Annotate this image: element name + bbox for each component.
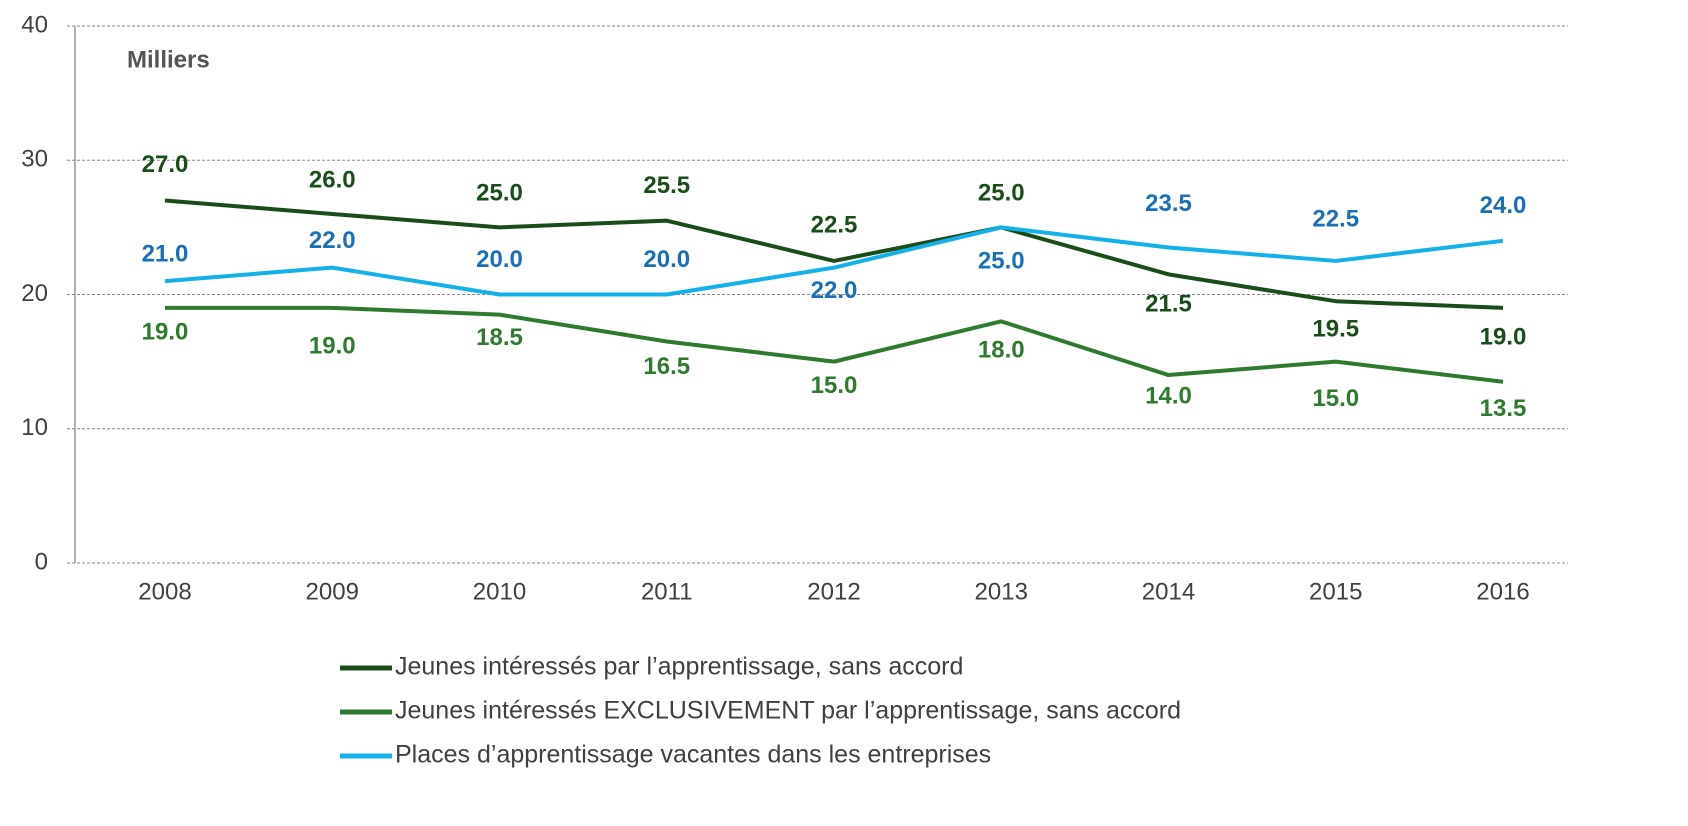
data-label: 26.0 bbox=[309, 166, 356, 193]
data-label: 15.0 bbox=[811, 372, 858, 399]
data-label: 20.0 bbox=[476, 246, 523, 273]
series-line bbox=[165, 305, 1504, 384]
data-label: 16.5 bbox=[643, 353, 690, 380]
y-tick-label: 40 bbox=[21, 11, 48, 38]
y-tick-label: 10 bbox=[21, 414, 48, 441]
data-label: 25.0 bbox=[476, 180, 523, 207]
series-line bbox=[164, 225, 1504, 297]
x-tick-label: 2015 bbox=[1309, 578, 1362, 605]
data-label: 22.5 bbox=[811, 211, 858, 238]
data-label: 18.0 bbox=[978, 337, 1025, 364]
data-label: 22.0 bbox=[811, 277, 858, 304]
legend-label: Jeunes intéressés EXCLUSIVEMENT par l’ap… bbox=[395, 697, 1181, 725]
data-label: 21.5 bbox=[1145, 291, 1192, 318]
data-label: 14.0 bbox=[1145, 382, 1192, 409]
data-label: 15.0 bbox=[1312, 385, 1359, 412]
y-tick-label: 20 bbox=[21, 280, 48, 307]
data-label: 25.0 bbox=[978, 180, 1025, 207]
series-line bbox=[164, 198, 1504, 310]
data-label: 21.0 bbox=[142, 240, 189, 267]
data-label: 25.5 bbox=[643, 172, 690, 199]
data-label: 19.5 bbox=[1312, 316, 1359, 343]
x-tick-label: 2009 bbox=[306, 578, 359, 605]
legend-label: Jeunes intéressés par l’apprentissage, s… bbox=[395, 653, 963, 681]
legend-label: Places d’apprentissage vacantes dans les… bbox=[395, 741, 991, 769]
data-label: 19.0 bbox=[142, 318, 189, 345]
x-tick-label: 2013 bbox=[975, 578, 1028, 605]
data-label: 25.0 bbox=[978, 248, 1025, 275]
data-label: 20.0 bbox=[643, 246, 690, 273]
x-tick-label: 2014 bbox=[1142, 578, 1195, 605]
data-label: 19.0 bbox=[1480, 323, 1527, 350]
data-label: 24.0 bbox=[1480, 192, 1527, 219]
data-label: 22.5 bbox=[1312, 205, 1359, 232]
annotation: Milliers bbox=[127, 46, 210, 73]
x-tick-label: 2012 bbox=[807, 578, 860, 605]
y-tick-label: 30 bbox=[21, 146, 48, 173]
data-label: 18.5 bbox=[476, 324, 523, 351]
data-label: 13.5 bbox=[1480, 395, 1527, 422]
x-tick-label: 2011 bbox=[641, 578, 693, 605]
x-tick-label: 2008 bbox=[138, 578, 191, 605]
data-label: 23.5 bbox=[1145, 190, 1192, 217]
data-label: 27.0 bbox=[142, 151, 189, 178]
data-label: 22.0 bbox=[309, 227, 356, 254]
x-tick-label: 2010 bbox=[473, 578, 526, 605]
data-label: 19.0 bbox=[309, 332, 356, 359]
x-tick-label: 2016 bbox=[1476, 578, 1529, 605]
y-tick-label: 0 bbox=[35, 548, 48, 575]
